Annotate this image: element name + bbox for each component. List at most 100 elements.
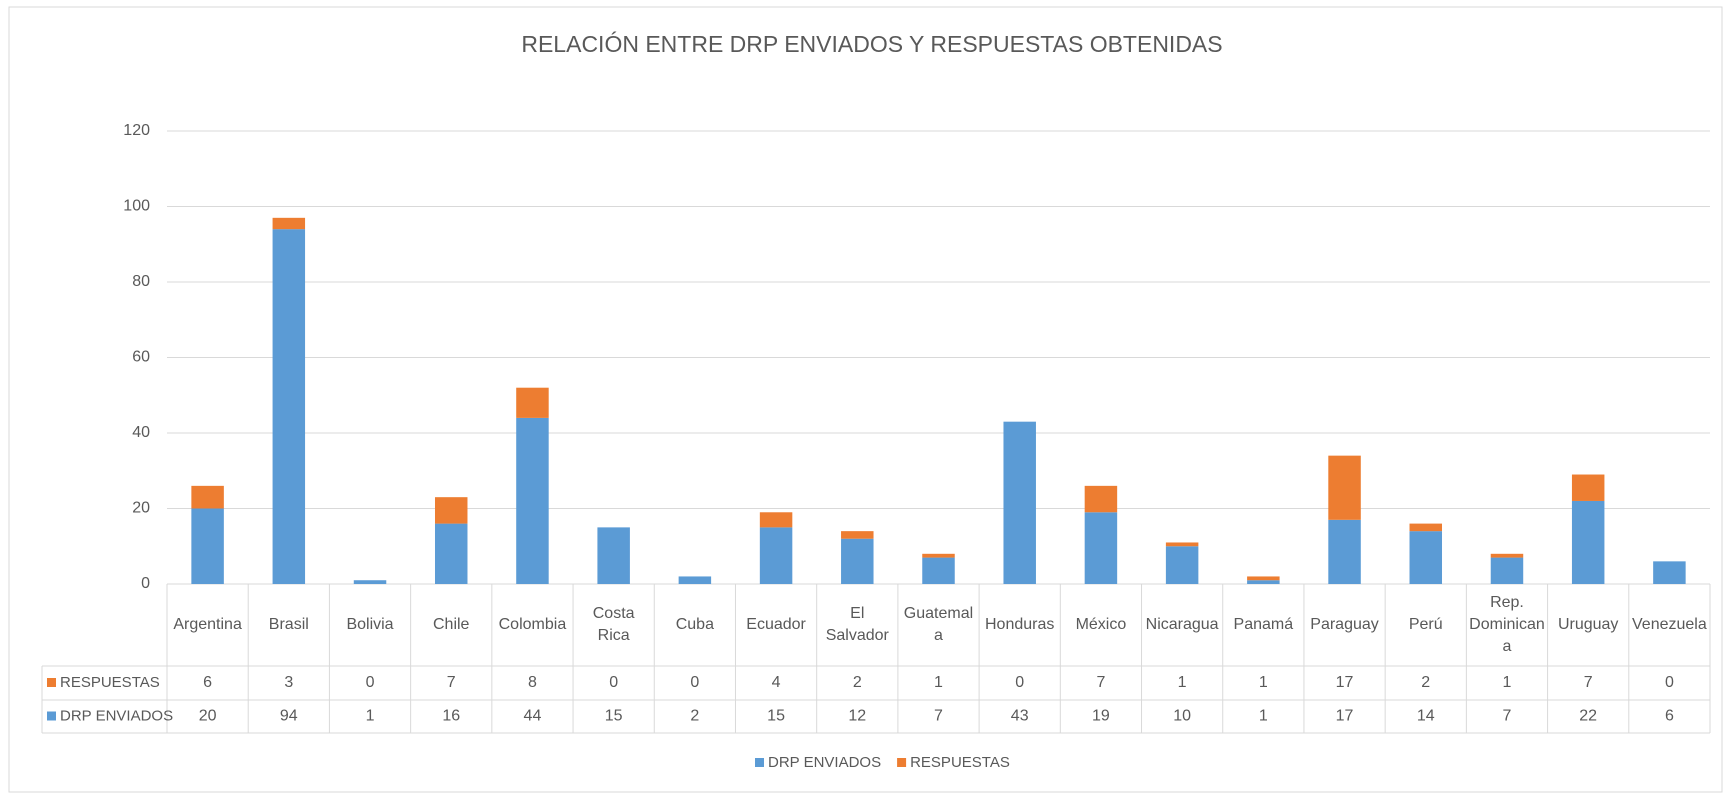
- table-cell: 16: [442, 708, 460, 725]
- table-cell: 6: [203, 674, 212, 691]
- bar-segment: [922, 557, 955, 584]
- legend-label: RESPUESTAS: [910, 754, 1010, 771]
- chart-title: RELACIÓN ENTRE DRP ENVIADOS Y RESPUESTAS…: [521, 31, 1222, 57]
- chart-border: [8, 6, 1723, 793]
- legend-swatch: [897, 758, 907, 767]
- table-cell: 7: [1096, 674, 1105, 691]
- bar-segment: [434, 523, 468, 584]
- y-tick-label: 40: [132, 424, 150, 441]
- legend-swatch: [47, 678, 56, 687]
- bar-segment: [1084, 512, 1118, 584]
- x-tick-label: Perú: [1408, 616, 1443, 633]
- table-cell: 4: [772, 674, 781, 691]
- bar-segment: [1165, 542, 1199, 547]
- bar-segment: [516, 417, 549, 584]
- table-cell: 17: [1336, 708, 1354, 725]
- bar-segment: [841, 531, 874, 539]
- bar-segment: [516, 387, 549, 418]
- bar-segment: [1084, 485, 1118, 513]
- table-cell: 44: [524, 708, 542, 725]
- bar-segment: [191, 508, 224, 584]
- bar-segment: [1247, 580, 1280, 584]
- x-tick-label: Bolivia: [346, 616, 394, 633]
- table-cell: 6: [1665, 708, 1674, 725]
- x-tick-label: Nicaragua: [1145, 616, 1219, 633]
- table-cell: 8: [528, 674, 537, 691]
- table-cell: 2: [1421, 674, 1430, 691]
- y-tick-label: 80: [132, 273, 150, 290]
- y-tick-label: 100: [123, 198, 150, 215]
- table-cell: 2: [690, 708, 699, 725]
- bar-segment: [1409, 523, 1443, 532]
- bar-segment: [1409, 531, 1443, 584]
- table-cell: 1: [1178, 674, 1187, 691]
- x-tick-label: Guatemala: [903, 605, 974, 644]
- table-cell: 3: [284, 674, 293, 691]
- y-tick-label: 60: [132, 349, 150, 366]
- y-tick-label: 120: [123, 122, 150, 139]
- bar-segment: [1328, 455, 1361, 520]
- bar-segment: [272, 229, 306, 584]
- x-tick-label: Ecuador: [746, 616, 806, 633]
- bar-segment: [272, 217, 306, 230]
- bar-segment: [1003, 421, 1036, 584]
- table-cell: 17: [1336, 674, 1354, 691]
- bar-segment: [1571, 500, 1605, 584]
- x-tick-label: Argentina: [173, 616, 242, 633]
- x-tick-label: Honduras: [985, 616, 1055, 633]
- x-tick-label: Cuba: [675, 616, 714, 633]
- table-cell: 10: [1173, 708, 1191, 725]
- bar-segment: [1165, 546, 1199, 584]
- bar-segment: [1490, 553, 1524, 558]
- x-tick-label: Venezuela: [1632, 616, 1707, 633]
- table-cell: 1: [366, 708, 375, 725]
- bar-segment: [759, 512, 793, 528]
- legend-swatch: [47, 711, 56, 721]
- y-tick-label: 20: [132, 500, 150, 517]
- row-header: DRP ENVIADOS: [60, 707, 173, 724]
- x-tick-label: El Salvador: [825, 605, 889, 644]
- bar-segment: [1490, 557, 1524, 584]
- table-cell: 15: [605, 708, 623, 725]
- bar-segment: [1653, 561, 1686, 584]
- table-cell: 7: [447, 674, 456, 691]
- table-cell: 19: [1092, 708, 1110, 725]
- bar-segment: [678, 576, 712, 584]
- bar-segment: [922, 553, 955, 558]
- table-cell: 0: [609, 674, 618, 691]
- table-cell: 1: [1259, 708, 1268, 725]
- bar-segment: [353, 580, 387, 584]
- table-cell: 12: [848, 708, 866, 725]
- x-tick-label: Rep. Dominicana: [1469, 594, 1545, 655]
- bar-segment: [191, 485, 224, 509]
- bar-segment: [759, 527, 793, 584]
- bar-segment: [1328, 519, 1361, 584]
- x-tick-label: Costa Rica: [592, 605, 635, 644]
- x-tick-label: Paraguay: [1310, 616, 1379, 633]
- row-header: RESPUESTAS: [60, 674, 160, 691]
- legend-label: DRP ENVIADOS: [768, 754, 881, 771]
- table-cell: 15: [767, 708, 785, 725]
- legend-swatch: [755, 758, 764, 767]
- table-cell: 0: [366, 674, 375, 691]
- table-cell: 94: [280, 708, 298, 725]
- table-cell: 0: [690, 674, 699, 691]
- table-cell: 1: [1503, 674, 1512, 691]
- x-tick-label: Panamá: [1233, 616, 1294, 633]
- table-cell: 1: [1259, 674, 1268, 691]
- table-cell: 22: [1579, 708, 1597, 725]
- y-tick-label: 0: [141, 575, 150, 592]
- x-tick-label: Brasil: [268, 616, 309, 633]
- x-tick-label: Chile: [432, 616, 470, 633]
- table-cell: 0: [1015, 674, 1024, 691]
- table-cell: 20: [199, 708, 217, 725]
- table-cell: 1: [934, 674, 943, 691]
- x-tick-label: México: [1075, 616, 1127, 633]
- bar-segment: [597, 527, 630, 584]
- table-cell: 43: [1011, 708, 1029, 725]
- table-cell: 7: [934, 708, 943, 725]
- table-cell: 7: [1503, 708, 1512, 725]
- table-cell: 2: [853, 674, 862, 691]
